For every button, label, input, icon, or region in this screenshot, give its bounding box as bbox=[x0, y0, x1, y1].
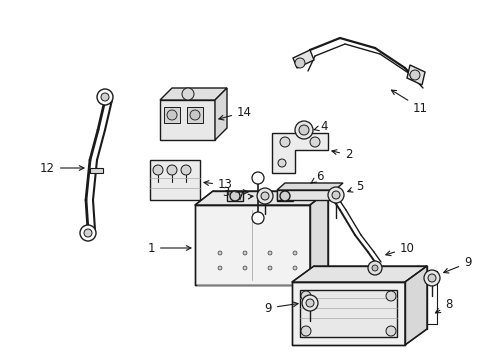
Text: 11: 11 bbox=[390, 90, 427, 114]
Text: 2: 2 bbox=[331, 148, 352, 162]
Circle shape bbox=[298, 125, 308, 135]
Polygon shape bbox=[276, 191, 292, 201]
Circle shape bbox=[294, 121, 312, 139]
Circle shape bbox=[243, 251, 246, 255]
Text: 14: 14 bbox=[219, 105, 251, 120]
Circle shape bbox=[97, 89, 113, 105]
Text: 3: 3 bbox=[222, 185, 247, 198]
Circle shape bbox=[292, 251, 296, 255]
Circle shape bbox=[167, 110, 177, 120]
Text: 6: 6 bbox=[310, 171, 323, 184]
Polygon shape bbox=[160, 100, 215, 140]
Polygon shape bbox=[195, 205, 309, 285]
Polygon shape bbox=[150, 160, 200, 200]
Circle shape bbox=[181, 165, 191, 175]
Circle shape bbox=[305, 299, 313, 307]
Circle shape bbox=[409, 70, 419, 80]
Text: 8: 8 bbox=[434, 298, 451, 313]
Circle shape bbox=[218, 251, 222, 255]
Circle shape bbox=[327, 187, 343, 203]
Polygon shape bbox=[163, 107, 180, 123]
Circle shape bbox=[301, 326, 310, 336]
Polygon shape bbox=[90, 168, 103, 173]
Polygon shape bbox=[299, 290, 396, 337]
Circle shape bbox=[251, 172, 264, 184]
Circle shape bbox=[309, 137, 319, 147]
Polygon shape bbox=[291, 266, 426, 282]
Text: 1: 1 bbox=[147, 242, 191, 255]
Text: 5: 5 bbox=[347, 180, 363, 194]
Circle shape bbox=[182, 88, 194, 100]
Circle shape bbox=[371, 265, 377, 271]
Circle shape bbox=[423, 270, 439, 286]
Polygon shape bbox=[160, 88, 226, 100]
Circle shape bbox=[280, 191, 289, 201]
Circle shape bbox=[302, 295, 317, 311]
Polygon shape bbox=[291, 282, 404, 345]
Polygon shape bbox=[215, 88, 226, 140]
Circle shape bbox=[84, 229, 92, 237]
Circle shape bbox=[218, 266, 222, 270]
Polygon shape bbox=[309, 191, 327, 285]
Text: 9: 9 bbox=[264, 302, 297, 315]
Circle shape bbox=[267, 251, 271, 255]
Circle shape bbox=[190, 110, 200, 120]
Text: 13: 13 bbox=[203, 179, 232, 192]
Circle shape bbox=[331, 191, 339, 199]
Circle shape bbox=[385, 291, 395, 301]
Circle shape bbox=[80, 225, 96, 241]
Circle shape bbox=[167, 165, 177, 175]
Polygon shape bbox=[276, 183, 342, 190]
Circle shape bbox=[385, 326, 395, 336]
Circle shape bbox=[301, 291, 310, 301]
Circle shape bbox=[261, 192, 268, 200]
Circle shape bbox=[427, 274, 435, 282]
Text: 10: 10 bbox=[385, 242, 414, 256]
Text: 9: 9 bbox=[443, 256, 470, 273]
Polygon shape bbox=[226, 191, 243, 201]
Circle shape bbox=[251, 212, 264, 224]
Circle shape bbox=[257, 188, 272, 204]
Circle shape bbox=[153, 165, 163, 175]
Circle shape bbox=[280, 137, 289, 147]
Polygon shape bbox=[292, 50, 313, 68]
Circle shape bbox=[367, 261, 381, 275]
Polygon shape bbox=[195, 191, 327, 205]
Text: 4: 4 bbox=[313, 121, 327, 134]
Polygon shape bbox=[186, 107, 203, 123]
Polygon shape bbox=[329, 190, 341, 194]
Polygon shape bbox=[404, 266, 426, 345]
Text: 12: 12 bbox=[40, 162, 84, 175]
Circle shape bbox=[243, 266, 246, 270]
Text: 7: 7 bbox=[237, 190, 252, 203]
Circle shape bbox=[278, 159, 285, 167]
Circle shape bbox=[101, 93, 109, 101]
Circle shape bbox=[229, 191, 240, 201]
Circle shape bbox=[294, 58, 305, 68]
Circle shape bbox=[292, 266, 296, 270]
Circle shape bbox=[267, 266, 271, 270]
Polygon shape bbox=[271, 133, 327, 173]
Polygon shape bbox=[406, 65, 424, 85]
Polygon shape bbox=[276, 190, 334, 200]
